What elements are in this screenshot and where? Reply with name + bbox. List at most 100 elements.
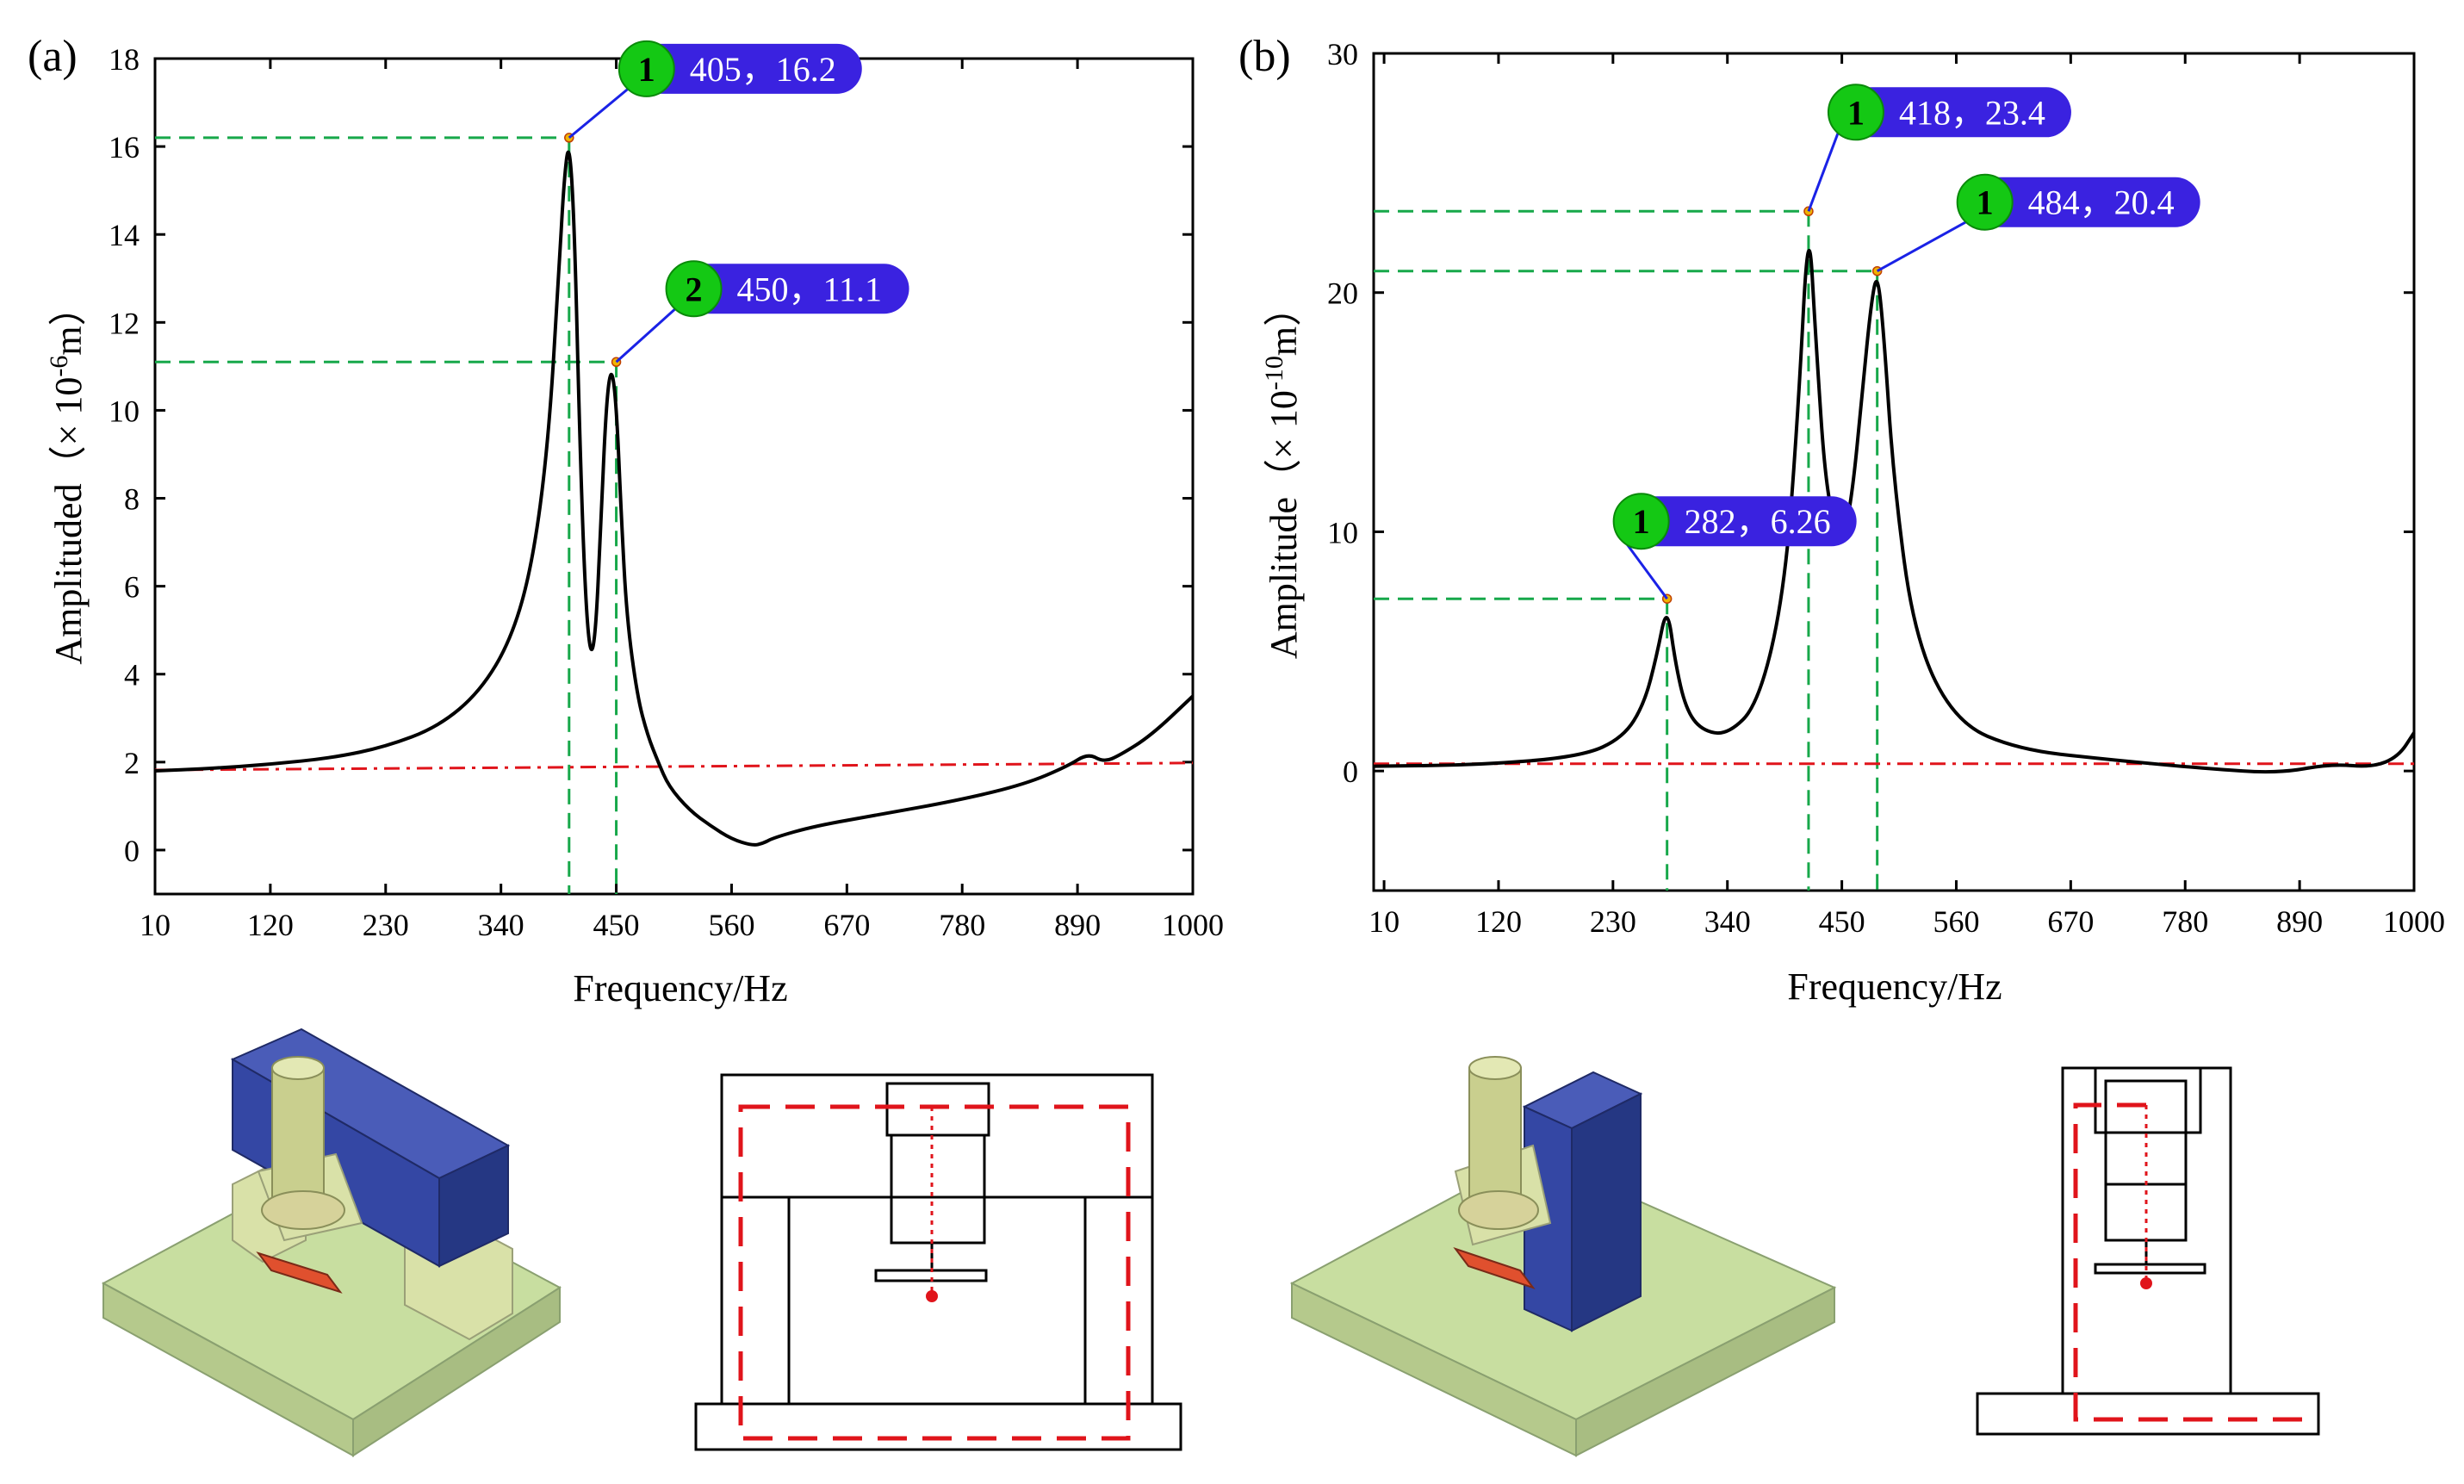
b-peak-badge-circle bbox=[1612, 493, 1670, 550]
b-x-tick-label: 340 bbox=[1704, 904, 1751, 939]
a-y-tick-label: 8 bbox=[124, 482, 140, 517]
b-y-tick-label: 10 bbox=[1327, 515, 1358, 550]
spindle-column-b-top bbox=[1468, 1056, 1522, 1080]
b-peak-leader bbox=[1807, 130, 1840, 212]
b-peak-leader bbox=[1876, 220, 1969, 273]
a-y-tick-label: 18 bbox=[109, 42, 140, 77]
b-y-tick-label: 20 bbox=[1327, 276, 1358, 311]
schematic-a-spindle-body bbox=[890, 1133, 986, 1245]
panel-b-guides bbox=[1374, 209, 1879, 891]
a-x-tick-label: 670 bbox=[823, 908, 870, 942]
b-peak-value-label: 282，6.26 bbox=[1685, 502, 1831, 541]
a-y-tick-label: 14 bbox=[109, 218, 140, 252]
a-y-tick-label: 6 bbox=[124, 570, 140, 605]
schematic-a-crossbeam bbox=[720, 1073, 1154, 1199]
a-y-tick-label: 0 bbox=[124, 834, 140, 868]
schematic-b-force-loop bbox=[2073, 1102, 2308, 1422]
b-amplitude-curve bbox=[1373, 249, 2416, 774]
column-b-side bbox=[1571, 1092, 1642, 1332]
b-peak-label-pill bbox=[1615, 496, 1857, 547]
panel-b-chart: (b) 10 120 230 340 450 560 670 780 890 1000 0 10 20 3… bbox=[1238, 32, 2445, 1008]
a-peak-badge-number: 1 bbox=[638, 50, 655, 89]
schematic-b-table bbox=[2094, 1263, 2206, 1275]
spindle-housing-b bbox=[1458, 1190, 1539, 1230]
panel-b-label: (b) bbox=[1238, 32, 1291, 81]
a-peak-badge-circle bbox=[618, 40, 675, 97]
b-peak-label-pill bbox=[1829, 87, 2071, 138]
a-peak-leader bbox=[568, 86, 630, 140]
a-x-tick-label: 340 bbox=[478, 908, 524, 942]
a-peak-leader bbox=[615, 307, 678, 363]
schematic-b-base bbox=[1976, 1392, 2320, 1436]
schematic-a-right-column bbox=[1083, 1195, 1154, 1406]
a-x-tick-label: 10 bbox=[140, 908, 171, 942]
panel-b-y-title-paren: （× 10 bbox=[1263, 390, 1305, 497]
panel-a-y-axis-title: Amplituded（× 10-6m） bbox=[45, 288, 90, 664]
a-x-tick-label: 450 bbox=[593, 908, 640, 942]
panel-b-curve bbox=[1373, 249, 2416, 774]
cframe-schematic bbox=[1976, 1066, 2320, 1436]
b-x-tick-label: 10 bbox=[1369, 904, 1400, 939]
panel-a-y-title-paren: （× 10 bbox=[47, 377, 90, 484]
spindle-column-top bbox=[271, 1056, 325, 1080]
panel-a-chart: (a) 10 120 230 340 450 560 670 780 890 1000 0 2 4 6 8 1… bbox=[28, 32, 1224, 1009]
schematic-b-head bbox=[2094, 1066, 2202, 1134]
panel-b-y-title-main: Amplitude bbox=[1263, 497, 1305, 659]
b-peak-leader bbox=[1623, 539, 1668, 600]
a-x-tick-label: 230 bbox=[363, 908, 409, 942]
gantry-machine-3d-model bbox=[101, 1028, 562, 1457]
a-y-tick-label: 10 bbox=[109, 394, 140, 428]
a-peak-label-pill bbox=[620, 43, 862, 94]
a-baseline-line bbox=[154, 761, 1194, 772]
b-x-tick-label: 670 bbox=[2047, 904, 2094, 939]
schematic-a-left-column bbox=[720, 1195, 791, 1406]
a-peak-badge-circle bbox=[665, 260, 723, 318]
panel-b-y-axis-title: Amplitude（× 10-10m） bbox=[1260, 289, 1305, 659]
panel-b-peak-annotations: 1 282，6.26 1 418，23.4 1 484，20.4 bbox=[1612, 84, 2200, 604]
a-y-tick-label: 2 bbox=[124, 746, 140, 780]
b-peak-badge-number: 1 bbox=[1847, 93, 1865, 132]
a-peak-value-label: 405，16.2 bbox=[690, 50, 836, 89]
panel-a-peak-annotations: 1 405，16.2 2 450，11.1 bbox=[564, 40, 909, 368]
crossbeam-side bbox=[438, 1144, 509, 1268]
b-peak-badge-circle bbox=[1827, 84, 1884, 141]
b-peak-badge-circle bbox=[1956, 173, 2014, 231]
b-x-tick-label: 450 bbox=[1819, 904, 1865, 939]
schematic-a-tool-point bbox=[926, 1290, 938, 1302]
gantry-schematic bbox=[694, 1073, 1182, 1451]
a-x-tick-label: 1000 bbox=[1162, 908, 1224, 942]
b-x-tick-label: 780 bbox=[2162, 904, 2208, 939]
a-y-tick-label: 16 bbox=[109, 130, 140, 165]
b-x-tick-label: 230 bbox=[1590, 904, 1636, 939]
a-y-tick-label: 12 bbox=[109, 306, 140, 340]
panel-b-plot-frame bbox=[1372, 52, 2416, 892]
a-x-tick-label: 120 bbox=[247, 908, 294, 942]
base-plate-side bbox=[352, 1286, 561, 1457]
workpiece-clamp bbox=[256, 1251, 343, 1294]
panel-a-label: (a) bbox=[28, 32, 78, 81]
b-x-tick-label: 560 bbox=[1933, 904, 1979, 939]
b-y-tick-label: 30 bbox=[1327, 37, 1358, 71]
panel-b-axes: 10 120 230 340 450 560 670 780 890 1000 0 10 20 30 bbox=[1327, 37, 2445, 939]
b-peak-value-label: 484，20.4 bbox=[2028, 183, 2175, 222]
panel-a-y-title-unit: m） bbox=[47, 288, 90, 355]
a-x-tick-label: 780 bbox=[939, 908, 985, 942]
panel-a-curve bbox=[154, 150, 1195, 847]
a-peak-value-label: 450，11.1 bbox=[737, 270, 883, 308]
panel-a-guides bbox=[155, 136, 618, 894]
schematic-a-force-loop bbox=[738, 1104, 1131, 1441]
panel-a-x-axis-title: Frequency/Hz bbox=[573, 967, 787, 1009]
a-amplitude-curve bbox=[154, 150, 1195, 847]
b-x-tick-label: 1000 bbox=[2383, 904, 2445, 939]
a-peak-badge-number: 2 bbox=[686, 270, 703, 308]
panel-a-baseline bbox=[154, 761, 1194, 772]
b-peak-badge-number: 1 bbox=[1633, 502, 1650, 541]
panel-b-x-axis-title: Frequency/Hz bbox=[1787, 966, 2002, 1008]
b-x-tick-label: 120 bbox=[1475, 904, 1522, 939]
cframe-machine-3d-model bbox=[1289, 1056, 1837, 1457]
schematic-a-spindle-head bbox=[885, 1082, 990, 1137]
schematic-a-base bbox=[694, 1402, 1182, 1451]
workpiece-clamp-b bbox=[1453, 1247, 1536, 1289]
panel-b-y-title-unit: m） bbox=[1263, 289, 1305, 356]
